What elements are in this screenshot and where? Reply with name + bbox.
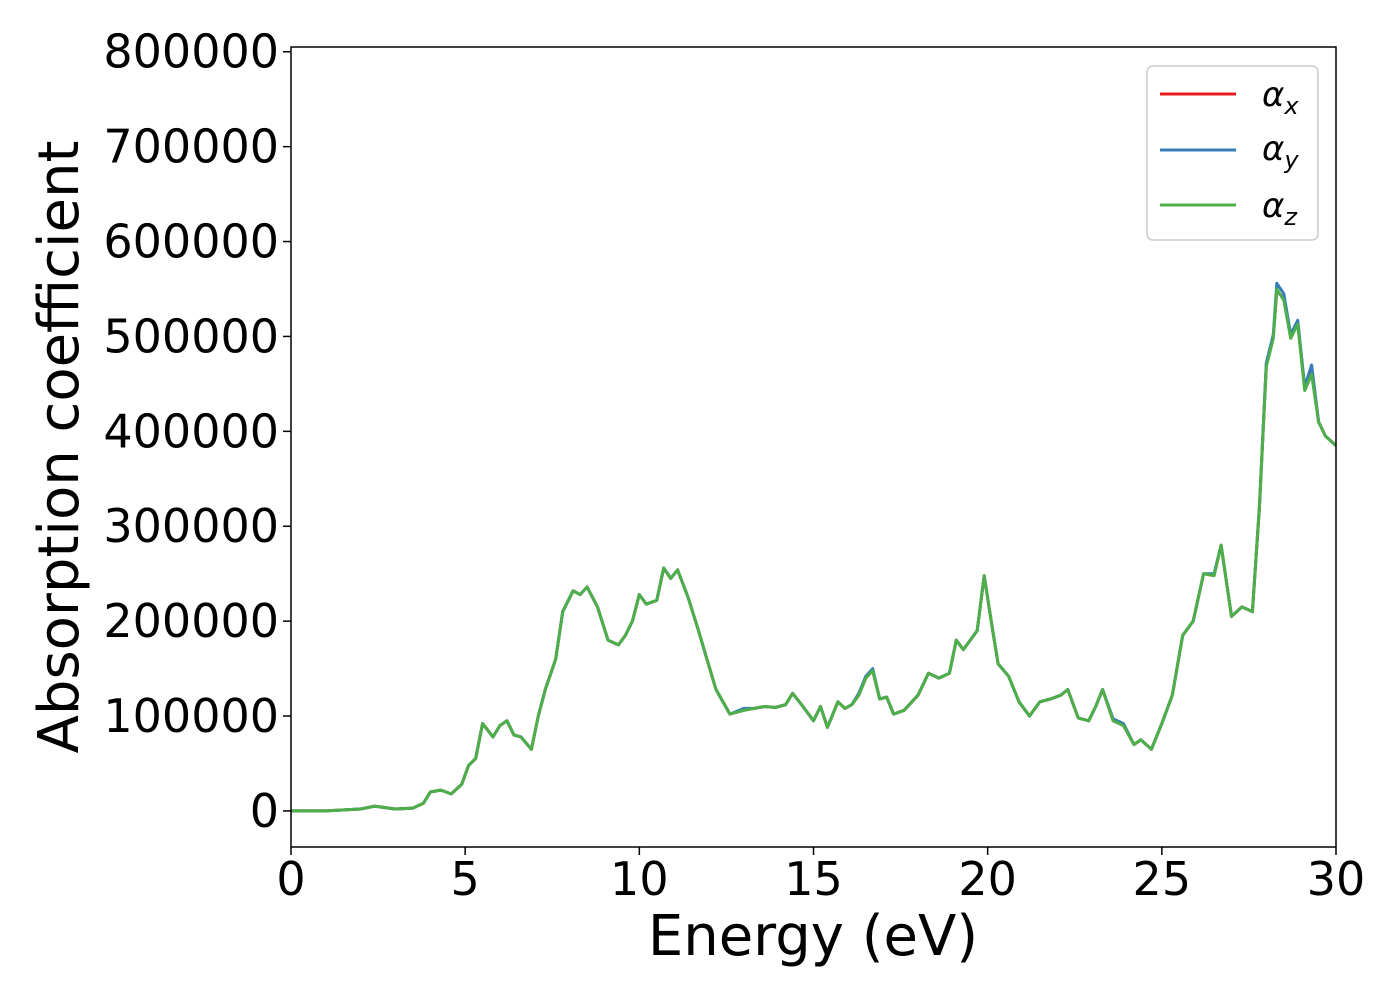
x-axis: 0 5 10 15 20 25 30 bbox=[276, 847, 1365, 906]
y-axis-title: Absorption coefficient bbox=[27, 141, 92, 754]
legend-label-z: αz bbox=[1262, 186, 1298, 231]
y-tick-label: 800000 bbox=[103, 25, 279, 79]
legend-label-y: αy bbox=[1262, 129, 1299, 174]
y-tick-label: 300000 bbox=[103, 499, 279, 553]
legend: αx αy αz bbox=[1146, 65, 1319, 241]
y-tick-label: 400000 bbox=[103, 404, 279, 458]
series-line-alpha-y bbox=[291, 281, 1338, 813]
x-tick-label: 20 bbox=[958, 852, 1017, 906]
x-tick-label: 0 bbox=[276, 852, 305, 906]
x-tick-label: 30 bbox=[1307, 852, 1366, 906]
x-tick-label: 10 bbox=[610, 852, 669, 906]
legend-label-x: αx bbox=[1262, 75, 1299, 120]
y-tick-label: 700000 bbox=[103, 120, 279, 174]
y-tick-label: 600000 bbox=[103, 215, 279, 269]
y-tick-label: 0 bbox=[250, 784, 279, 838]
legend-box bbox=[1146, 65, 1319, 241]
y-tick-label: 100000 bbox=[103, 689, 279, 743]
y-tick-label: 500000 bbox=[103, 309, 279, 363]
series-layer bbox=[291, 281, 1338, 813]
series-line-alpha-x bbox=[291, 289, 1338, 813]
x-tick-label: 15 bbox=[784, 852, 843, 906]
series-line-alpha-z bbox=[291, 287, 1338, 813]
x-tick-label: 25 bbox=[1133, 852, 1192, 906]
y-axis: 0 100000 200000 300000 400000 500000 600000 700… bbox=[103, 25, 291, 838]
x-axis-title: Energy (eV) bbox=[648, 904, 978, 969]
x-tick-label: 5 bbox=[451, 852, 480, 906]
y-tick-label: 200000 bbox=[103, 594, 279, 648]
